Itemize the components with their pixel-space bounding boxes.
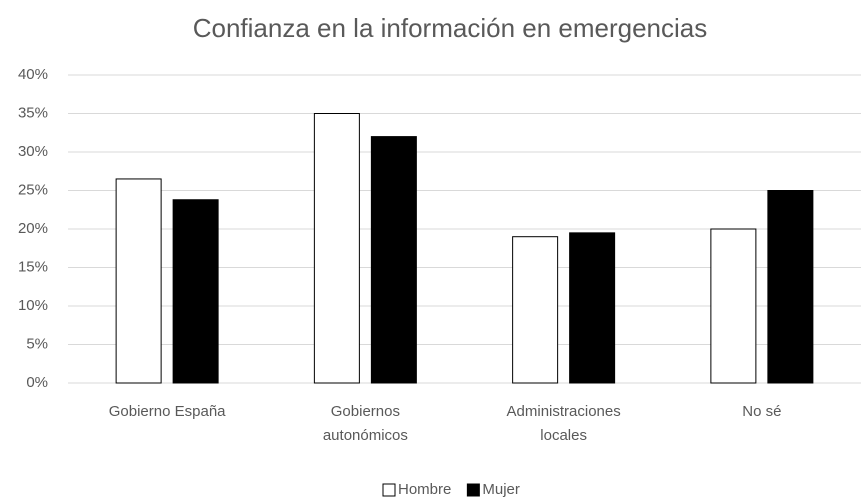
- y-tick-label: 40%: [18, 66, 48, 83]
- bar: [172, 199, 219, 384]
- x-tick-label: Gobierno España: [108, 403, 226, 420]
- y-tick-label: 5%: [26, 335, 48, 352]
- legend-label: Hombre: [398, 481, 451, 498]
- bar: [710, 228, 757, 384]
- y-tick-label: 20%: [18, 220, 48, 237]
- legend-swatch: [466, 483, 480, 497]
- x-tick-label: Administraciones locales: [506, 403, 621, 444]
- y-tick-label: 10%: [18, 297, 48, 314]
- legend-label: Mujer: [482, 481, 520, 498]
- bar: [313, 113, 360, 384]
- bar: [569, 232, 616, 384]
- y-tick-label: 25%: [18, 181, 48, 198]
- bar: [370, 136, 417, 384]
- y-tick-label: 15%: [18, 258, 48, 275]
- legend-swatch: [382, 483, 396, 497]
- bar: [767, 190, 814, 384]
- y-tick-label: 0%: [26, 374, 48, 391]
- y-tick-label: 30%: [18, 143, 48, 160]
- y-tick-label: 35%: [18, 104, 48, 121]
- bar: [115, 178, 162, 384]
- chart-title: Confianza en la información en emergenci…: [193, 13, 708, 43]
- bar: [512, 236, 559, 384]
- x-tick-label: No sé: [742, 403, 782, 420]
- x-tick-label: Gobiernos autonómicos: [322, 403, 408, 444]
